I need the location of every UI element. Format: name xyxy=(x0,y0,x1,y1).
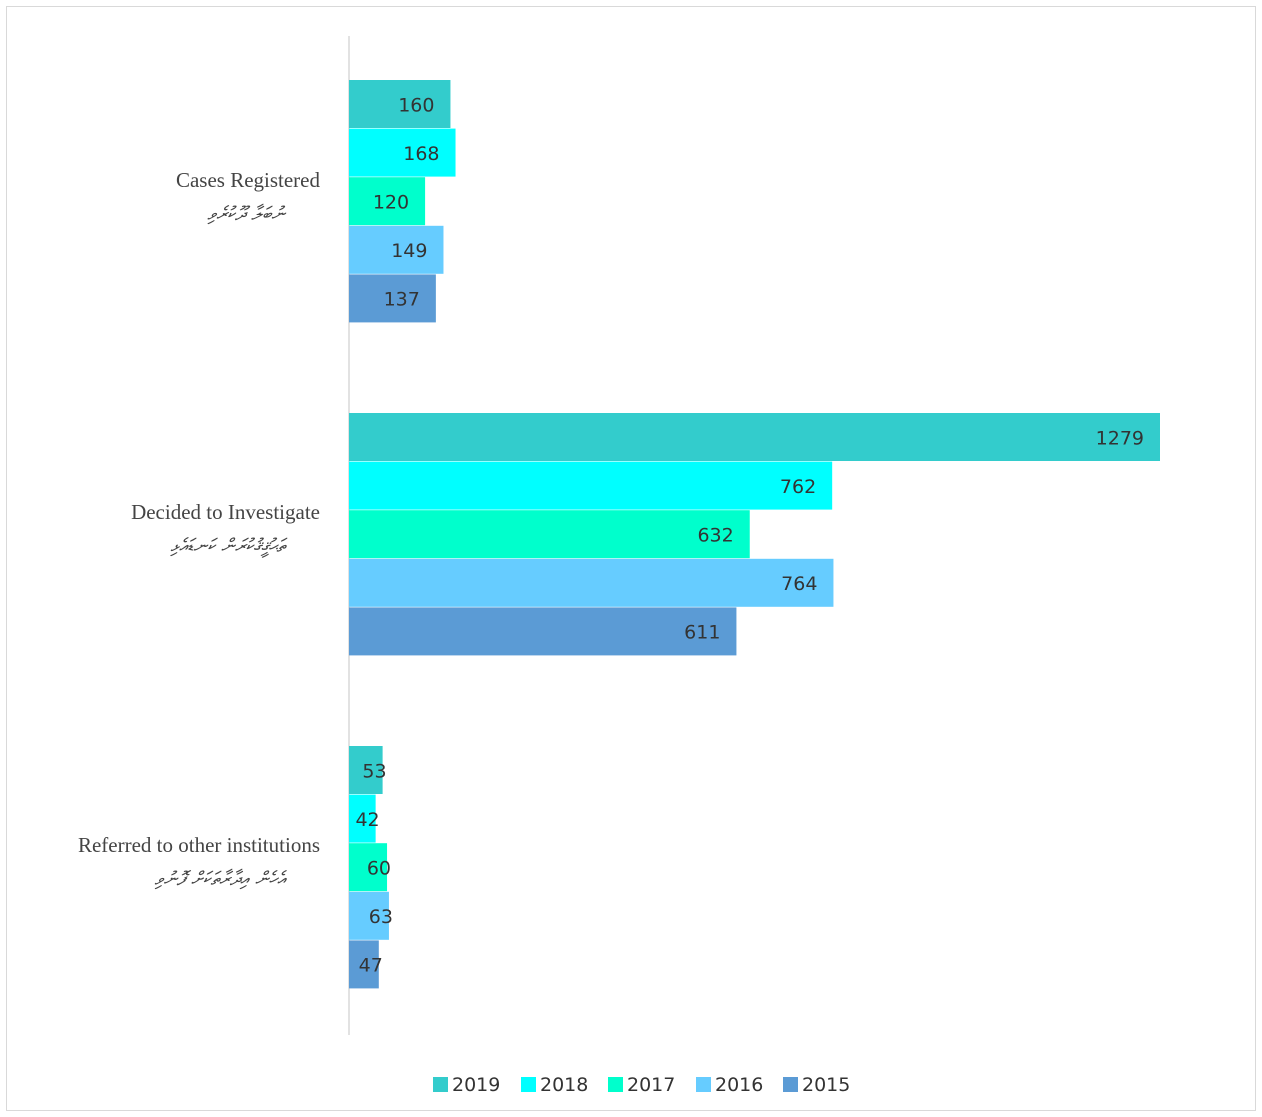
bar-2016 xyxy=(349,558,834,607)
data-label: 764 xyxy=(781,573,817,595)
category-label-dhivehi: އެހެން އިދާރާތަކަށް ފޮނުވި xyxy=(154,868,287,890)
bar-2018 xyxy=(349,128,456,177)
bar-2017 xyxy=(349,177,426,226)
data-label: 63 xyxy=(369,906,393,928)
bar-2017 xyxy=(349,843,388,892)
data-label: 632 xyxy=(697,525,733,547)
bar-2015 xyxy=(349,940,379,989)
legend-label: 2016 xyxy=(715,1074,763,1096)
data-label: 47 xyxy=(359,955,383,977)
data-label: 1279 xyxy=(1096,427,1144,449)
category-label-dhivehi: ނުބަލާ ދޫކުރެވި xyxy=(207,203,287,225)
data-label: 137 xyxy=(384,289,420,311)
bar-2018 xyxy=(349,794,376,843)
bar-2019 xyxy=(349,746,383,794)
legend-swatch xyxy=(521,1077,536,1092)
bar-2017 xyxy=(349,510,750,559)
data-label: 168 xyxy=(403,143,439,165)
data-label: 42 xyxy=(355,809,379,831)
bar-2015 xyxy=(349,607,737,656)
data-label: 120 xyxy=(373,192,409,214)
legend-label: 2018 xyxy=(540,1074,588,1096)
data-label: 149 xyxy=(391,240,427,262)
bar-2019 xyxy=(349,80,451,128)
chart-frame xyxy=(6,6,1256,1111)
legend-swatch xyxy=(433,1077,448,1092)
data-label: 611 xyxy=(684,622,720,644)
legend-label: 2015 xyxy=(802,1074,850,1096)
bar-2015 xyxy=(349,274,436,323)
legend-swatch xyxy=(696,1077,711,1092)
legend-label: 2017 xyxy=(627,1074,675,1096)
category-label-dhivehi: ތަޙުޤީޤުކުރަން ކަނޑައެޅި xyxy=(170,535,288,558)
data-label: 53 xyxy=(362,760,386,782)
category-label: Cases Registered xyxy=(176,168,321,192)
data-label: 60 xyxy=(367,858,391,880)
bar-2016 xyxy=(349,225,444,274)
category-label: Referred to other institutions xyxy=(78,833,320,857)
bar-2019 xyxy=(349,413,1160,461)
legend-swatch xyxy=(783,1077,798,1092)
bar-2018 xyxy=(349,461,833,510)
legend-label: 2019 xyxy=(452,1074,500,1096)
legend-swatch xyxy=(608,1077,623,1092)
category-label: Decided to Investigate xyxy=(131,500,320,524)
data-label: 762 xyxy=(780,476,816,498)
data-label: 160 xyxy=(398,94,434,116)
bar-2016 xyxy=(349,891,389,940)
